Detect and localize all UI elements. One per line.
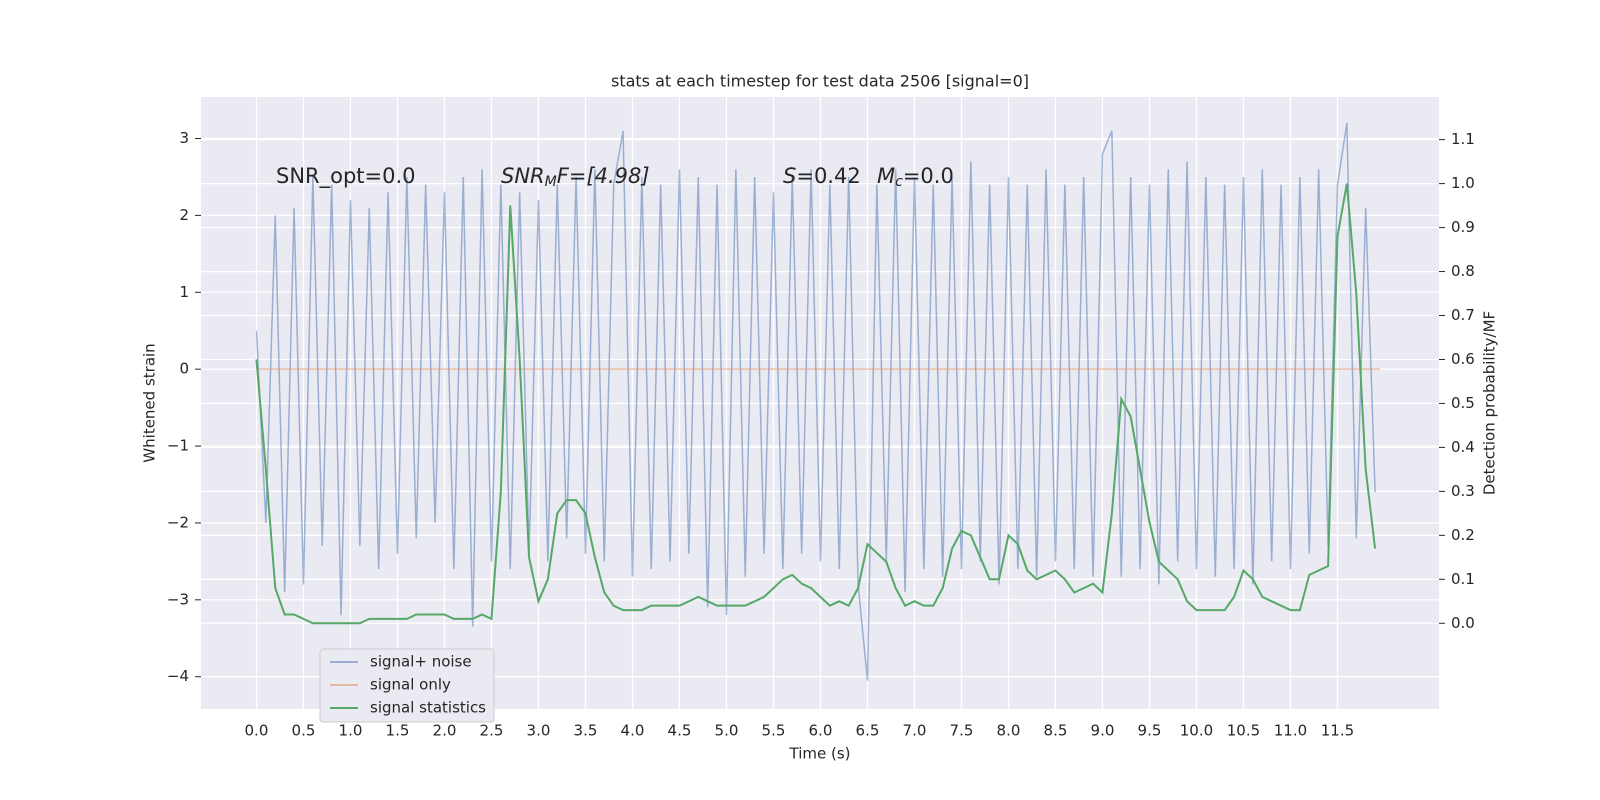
y2-tick-label: 1.1 [1451,130,1475,148]
x-tick-label: 2.0 [433,722,457,740]
x-tick-label: 4.0 [621,722,645,740]
x-tick-label: 3.0 [527,722,551,740]
x-tick-label: 7.0 [903,722,927,740]
x-tick-label: 8.0 [997,722,1021,740]
x-tick-label: 1.0 [339,722,363,740]
y2-tick-label: 0.5 [1451,394,1475,412]
y2-tick-label: 1.0 [1451,174,1475,192]
x-tick-label: 0.0 [245,722,269,740]
x-tick-label: 7.5 [950,722,974,740]
x-tick-label: 11.5 [1321,722,1354,740]
x-tick-label: 6.5 [856,722,880,740]
x-axis-label: Time (s) [789,745,851,763]
y2-tick-label: 0.9 [1451,218,1475,236]
y2-tick-label: 0.8 [1451,262,1475,280]
y-axis-label: Whitened strain [141,343,159,462]
legend-label: signal statistics [370,699,486,717]
y2-tick-label: 0.4 [1451,438,1475,456]
y-tick-label: −2 [167,513,189,531]
chart-title: stats at each timestep for test data 250… [611,72,1029,91]
y-tick-label: 0 [179,360,189,378]
x-tick-label: 2.5 [480,722,504,740]
x-tick-label: 4.5 [668,722,692,740]
series-line [255,183,1377,625]
y-tick-label: −1 [167,437,189,455]
legend: signal+ noise signal only signal statistic… [319,648,495,723]
annotation: S=0.42 [783,164,861,188]
x-tick-label: 5.0 [715,722,739,740]
x-tick-label: 3.5 [574,722,598,740]
y-tick-label: 3 [179,129,189,147]
y2-tick-label: 0.2 [1451,526,1475,544]
x-tick-label: 5.5 [762,722,786,740]
marks [255,123,1380,681]
legend-label: signal+ noise [370,653,472,671]
y2-tick-label: 0.6 [1451,350,1475,368]
x-tick-label: 6.0 [809,722,833,740]
x-tick-label: 9.5 [1138,722,1162,740]
y-tick-label: −3 [167,590,189,608]
x-tick-label: 11.0 [1274,722,1307,740]
y2-tick-label: 0.3 [1451,482,1475,500]
y2-tick-label: 0.7 [1451,306,1475,324]
annotation: SNR_opt=0.0 [276,164,416,189]
series-line [255,123,1376,681]
x-tick-label: 8.5 [1044,722,1068,740]
y-tick-label: 2 [179,206,189,224]
x-tick-label: 9.0 [1091,722,1115,740]
x-tick-label: 0.5 [292,722,316,740]
annotation: Mc=0.0 [877,164,954,190]
y2-tick-label: 0.1 [1451,570,1475,588]
x-tick-label: 10.0 [1180,722,1213,740]
y2-tick-label: 0.0 [1451,614,1475,632]
legend-label: signal only [370,676,451,694]
x-tick-label: 10.5 [1227,722,1260,740]
y-tick-label: 1 [179,283,189,301]
x-tick-label: 1.5 [386,722,410,740]
legend-box [319,648,495,723]
y-tick-label: −4 [167,667,189,685]
annotation: SNRMF=[4.98] [501,164,650,190]
y2-axis-label: Detection probability/MF [1481,311,1499,495]
